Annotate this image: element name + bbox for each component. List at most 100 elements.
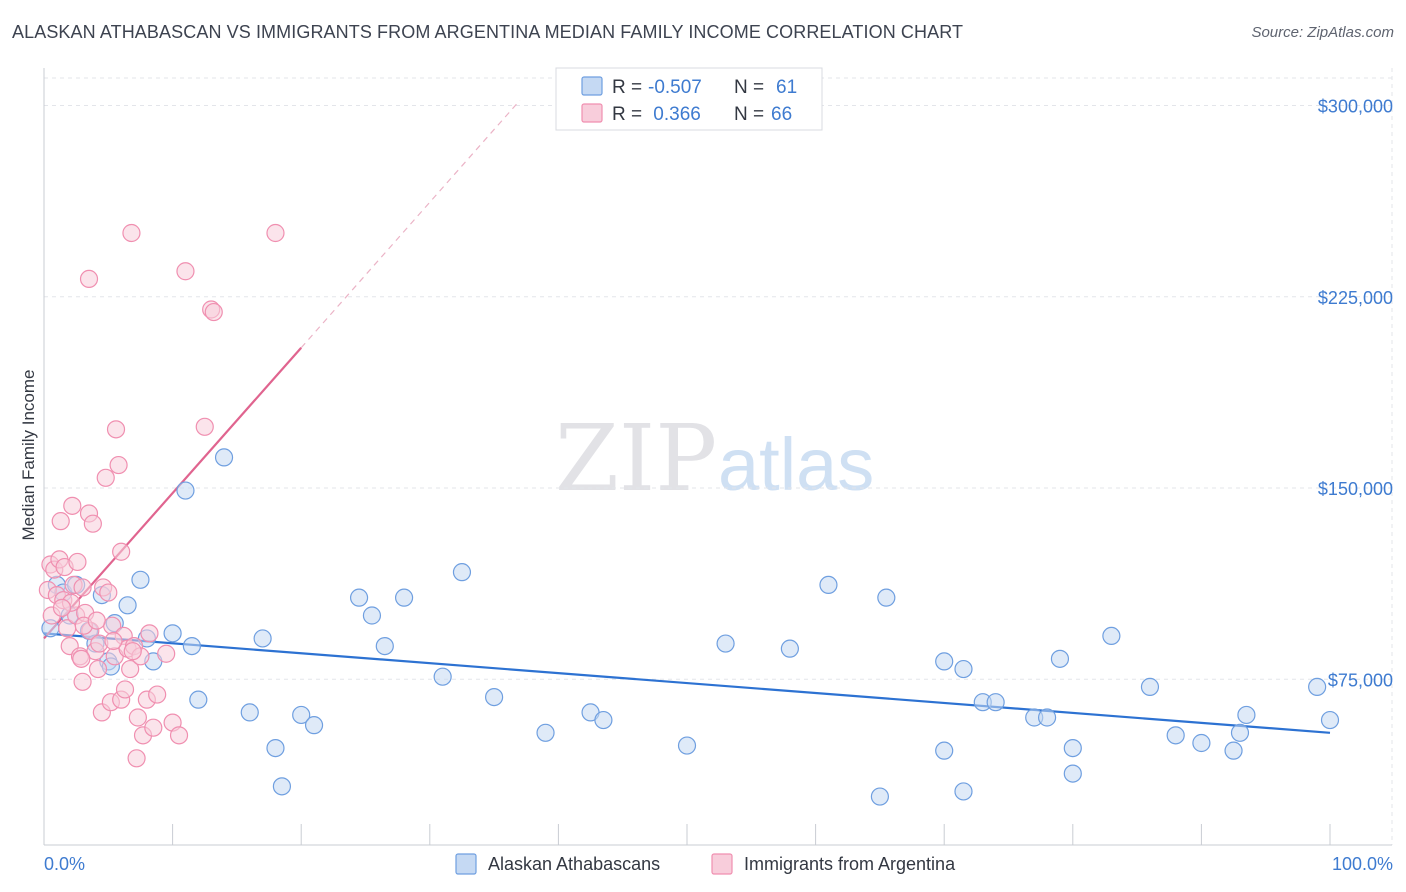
data-points	[38, 223, 1340, 806]
data-point	[118, 596, 137, 615]
data-point	[121, 659, 140, 679]
x-tick-labels: 0.0% 100.0%	[44, 854, 1393, 874]
data-point	[157, 644, 176, 663]
data-point	[204, 302, 223, 322]
data-point	[870, 787, 890, 806]
data-point	[253, 629, 272, 648]
y-tick-labels: $75,000 $150,000 $225,000 $300,000	[1318, 97, 1393, 691]
data-point	[163, 624, 182, 643]
x-tick-label-left: 0.0%	[44, 854, 85, 874]
chart-title: ALASKAN ATHABASCAN VS IMMIGRANTS FROM AR…	[12, 22, 964, 42]
data-point	[1050, 649, 1070, 668]
y-tick-label: $75,000	[1328, 670, 1393, 690]
data-point	[189, 690, 208, 709]
data-point	[63, 496, 82, 515]
stats-n-value-athabascan: 61	[776, 77, 797, 98]
legend-label-athabascan: Alaskan Athabascans	[488, 854, 660, 874]
data-point	[140, 624, 159, 643]
data-point	[72, 649, 91, 668]
data-point	[304, 716, 324, 735]
data-point	[266, 738, 285, 758]
data-point	[433, 667, 452, 686]
data-point	[1140, 677, 1160, 697]
watermark-atlas: atlas	[718, 423, 874, 506]
stats-r-label-argentina: R =	[612, 104, 642, 125]
data-point	[123, 642, 142, 661]
data-point	[935, 652, 954, 671]
data-point	[954, 782, 973, 801]
stats-r-value-argentina: 0.366	[648, 104, 701, 125]
data-point	[51, 512, 70, 531]
data-point	[272, 777, 292, 796]
stats-legend: R = -0.507 N = 61 R = 0.366 N = 66	[555, 67, 823, 131]
legend-swatch-athabascan	[455, 853, 477, 875]
data-point	[877, 588, 896, 607]
data-point	[68, 552, 87, 572]
data-point	[148, 685, 167, 704]
data-point	[536, 723, 555, 742]
data-point	[1192, 733, 1211, 753]
data-point	[452, 563, 472, 582]
data-point	[954, 659, 973, 679]
data-point	[122, 223, 141, 243]
data-point	[83, 514, 102, 533]
grid-lines	[44, 68, 1393, 845]
data-point	[73, 672, 92, 691]
data-point	[1102, 626, 1121, 646]
data-point	[1063, 738, 1082, 758]
y-tick-label: $150,000	[1318, 479, 1393, 499]
axes	[43, 68, 1392, 846]
legend-swatch-argentina	[711, 853, 733, 875]
stats-n-label-athabascan: N =	[734, 77, 764, 98]
data-point	[128, 708, 147, 727]
data-point	[935, 741, 954, 760]
data-point	[240, 703, 259, 722]
data-point	[87, 611, 106, 630]
data-point	[1037, 708, 1057, 727]
x-tick-label-right: 100.0%	[1332, 854, 1393, 874]
data-point	[99, 583, 118, 602]
data-point	[1237, 705, 1256, 725]
data-point	[195, 417, 214, 436]
watermark-zip: ZIP	[555, 405, 717, 512]
data-point	[362, 606, 382, 625]
data-point	[780, 639, 799, 658]
stats-r-label-athabascan: R =	[612, 77, 642, 98]
data-point	[1308, 677, 1327, 697]
stats-swatch-athabascan	[581, 76, 603, 96]
data-point	[485, 687, 504, 707]
data-point	[986, 693, 1005, 712]
data-point	[79, 269, 99, 288]
data-point	[106, 420, 126, 439]
data-point	[182, 636, 201, 656]
stats-n-label-argentina: N =	[734, 104, 764, 125]
watermark: ZIP atlas	[555, 405, 874, 512]
stats-swatch-argentina	[581, 103, 603, 123]
y-tick-label: $300,000	[1318, 97, 1393, 117]
data-point	[127, 749, 146, 768]
data-point	[176, 262, 195, 281]
data-point	[716, 634, 735, 653]
data-point	[112, 542, 131, 561]
data-point	[266, 223, 285, 243]
data-point	[169, 726, 189, 745]
legend-label-argentina: Immigrants from Argentina	[744, 854, 956, 874]
data-point	[677, 736, 697, 755]
data-point	[73, 578, 92, 597]
data-point	[52, 598, 72, 617]
trend-line-athabascan	[43, 632, 1331, 734]
data-point	[109, 455, 128, 475]
data-point	[115, 680, 135, 699]
data-point	[1230, 723, 1250, 742]
data-point	[594, 710, 613, 730]
data-point	[88, 659, 108, 679]
data-point	[375, 636, 394, 656]
y-axis-title: Median Family Income	[19, 369, 38, 540]
data-point	[819, 575, 838, 595]
data-point	[1320, 710, 1340, 730]
source-label: Source: ZipAtlas.com	[1251, 24, 1394, 41]
data-point	[214, 448, 234, 467]
data-point	[131, 570, 150, 589]
data-point	[394, 588, 414, 607]
